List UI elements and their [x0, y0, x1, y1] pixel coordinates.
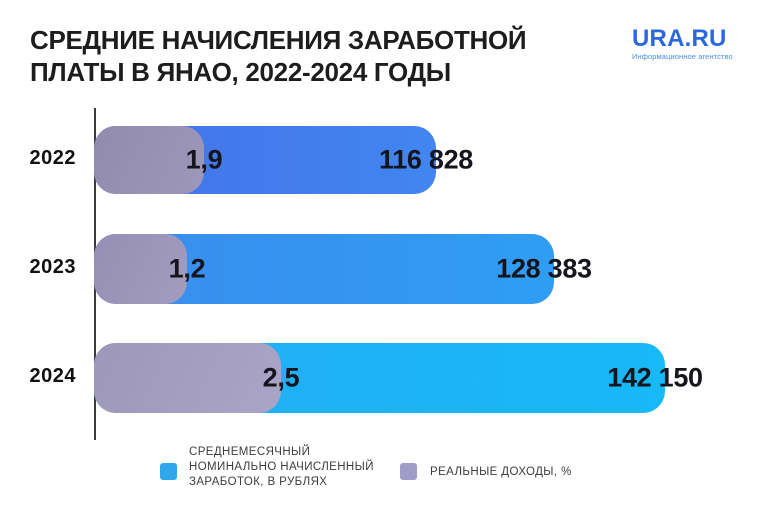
income-bar-2022 — [94, 126, 204, 194]
income-bar-2024 — [94, 343, 281, 413]
ura-ru-logo-tagline: Информационное агентство — [632, 52, 733, 61]
salary-value-2022: 116 828 — [378, 144, 474, 175]
page-title-line2: ПЛАТЫ В ЯНАО, 2022-2024 ГОДЫ — [30, 57, 451, 87]
income-value-2023: 1,2 — [168, 253, 206, 284]
page-title-line1: СРЕДНИЕ НАЧИСЛЕНИЯ ЗАРАБОТНОЙ — [30, 25, 527, 55]
legend-swatch-salary — [160, 463, 177, 480]
year-label-2023: 2023 — [29, 256, 76, 278]
legend-label-income: РЕАЛЬНЫЕ ДОХОДЫ, % — [430, 466, 572, 478]
income-bar-2023 — [94, 234, 187, 304]
salary-value-2023: 128 383 — [496, 253, 592, 284]
ura-ru-logo: URA.RU Информационное агентство — [632, 25, 733, 62]
year-label-2022: 2022 — [29, 147, 76, 169]
page-title: СРЕДНИЕ НАЧИСЛЕНИЯ ЗАРАБОТНОЙ ПЛАТЫ В ЯН… — [30, 24, 527, 88]
legend-swatch-income — [400, 463, 417, 480]
legend-label-salary: СРЕДНЕМЕСЯЧНЫЙ НОМИНАЛЬНО НАЧИСЛЕННЫЙ ЗА… — [189, 446, 374, 488]
salary-value-2024: 142 150 — [607, 362, 703, 393]
income-value-2024: 2,5 — [262, 362, 300, 393]
income-value-2022: 1,9 — [185, 144, 223, 175]
year-label-2024: 2024 — [29, 365, 76, 387]
ura-ru-logo-text: URA.RU — [632, 25, 727, 52]
